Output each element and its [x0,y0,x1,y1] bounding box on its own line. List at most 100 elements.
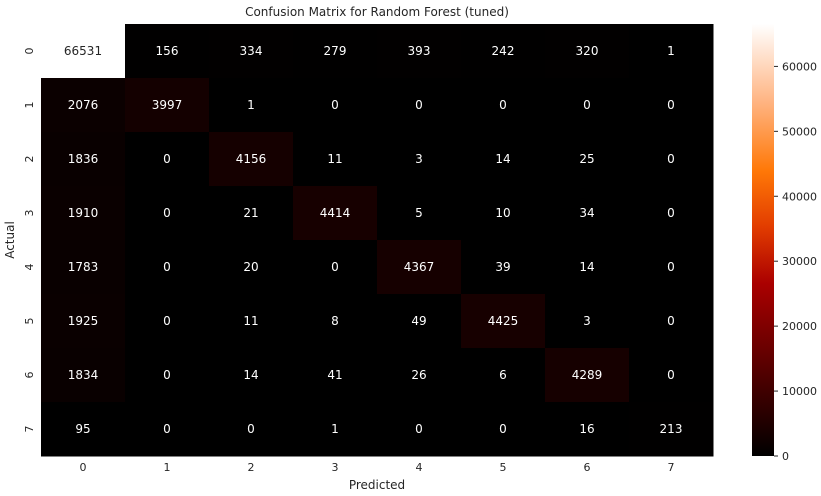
y-tick-label: 2 [23,156,36,163]
heatmap-cell [629,402,714,457]
heatmap-cell [545,294,630,349]
colorbar-tick-label: 60000 [782,60,817,73]
heatmap-cell [41,348,126,403]
cell-value-label: 1 [667,44,675,58]
heatmap-cell [125,186,210,241]
heatmap-cell [41,402,126,457]
heatmap-cell [209,240,294,295]
heatmap-cell [41,240,126,295]
cell-value-label: 0 [415,98,423,112]
cell-value-label: 25 [579,152,594,166]
x-tick-label: 6 [584,461,591,474]
cell-value-label: 1 [331,422,339,436]
cell-value-label: 5 [415,206,423,220]
cell-value-label: 0 [163,422,171,436]
cell-value-label: 4156 [236,152,267,166]
colorbar-tick-label: 40000 [782,190,817,203]
heatmap-cell [377,132,462,187]
heatmap-cell [293,132,378,187]
heatmap-cell [629,78,714,133]
cell-value-label: 95 [75,422,90,436]
cell-value-label: 2076 [68,98,99,112]
heatmap-cell [293,348,378,403]
cell-value-label: 0 [499,98,507,112]
cell-value-label: 3 [415,152,423,166]
heatmap-cell [209,132,294,187]
heatmap-cell [41,132,126,187]
heatmap-cell [125,24,210,79]
heatmap-cell [209,78,294,133]
cell-value-label: 0 [667,260,675,274]
x-tick-label: 3 [332,461,339,474]
heatmap-cell [293,240,378,295]
heatmap-cell [629,348,714,403]
heatmap-cell [545,402,630,457]
heatmap-cell [209,24,294,79]
heatmap-cell [461,24,546,79]
y-tick-label: 7 [23,426,36,433]
colorbar-tick-label: 50000 [782,125,817,138]
heatmap-cell [545,186,630,241]
colorbar-tick-labels: 0 10000 20000 30000 40000 50000 60000 [774,60,817,463]
heatmap-cells [41,24,714,457]
y-tick-label: 1 [23,102,36,109]
cell-value-label: 11 [327,152,342,166]
cell-value-label: 0 [163,260,171,274]
heatmap-cell [377,240,462,295]
cell-value-label: 0 [163,152,171,166]
heatmap-cell [461,186,546,241]
heatmap-cell [629,132,714,187]
cell-value-label: 1925 [68,314,99,328]
cell-value-label: 21 [243,206,258,220]
cell-value-label: 39 [495,260,510,274]
x-tick-labels: 0 1 2 3 4 5 6 7 [80,461,675,474]
y-tick-labels: 0 1 2 3 4 5 6 7 [23,48,36,433]
cell-value-label: 66531 [64,44,102,58]
heatmap-cell [125,294,210,349]
colorbar [752,24,774,456]
cell-value-label: 0 [415,422,423,436]
cell-value-label: 1 [247,98,255,112]
cell-value-label: 11 [243,314,258,328]
colorbar-tick-label: 30000 [782,255,817,268]
cell-value-label: 0 [667,314,675,328]
heatmap-cell [125,240,210,295]
heatmap-cell [629,240,714,295]
cell-value-label: 1836 [68,152,99,166]
cell-value-label: 1910 [68,206,99,220]
cell-value-label: 0 [331,98,339,112]
cell-value-label: 242 [492,44,515,58]
heatmap-cell [377,348,462,403]
heatmap-cell [125,78,210,133]
x-tick-label: 7 [668,461,675,474]
cell-value-label: 14 [579,260,594,274]
heatmap-cell [41,294,126,349]
cell-value-label: 393 [408,44,431,58]
cell-value-label: 41 [327,368,342,382]
heatmap-cell [545,240,630,295]
heatmap-cell [545,348,630,403]
colorbar-tick-label: 0 [782,450,789,463]
cell-value-label: 0 [163,206,171,220]
heatmap-cell [461,348,546,403]
cell-value-label: 0 [667,98,675,112]
x-tick-label: 5 [500,461,507,474]
y-tick-label: 5 [23,318,36,325]
heatmap-cell [629,186,714,241]
cell-value-label: 320 [576,44,599,58]
cell-value-label: 14 [495,152,510,166]
y-tick-label: 3 [23,210,36,217]
heatmap-cell [629,24,714,79]
x-axis-label: Predicted [349,478,405,492]
heatmap-cell [293,186,378,241]
heatmap-cell [293,78,378,133]
heatmap-cell [209,294,294,349]
cell-value-label: 213 [660,422,683,436]
heatmap-cell [41,24,126,79]
cell-value-label: 334 [240,44,263,58]
cell-value-label: 4425 [488,314,519,328]
heatmap-cell [209,348,294,403]
cell-value-label: 0 [583,98,591,112]
